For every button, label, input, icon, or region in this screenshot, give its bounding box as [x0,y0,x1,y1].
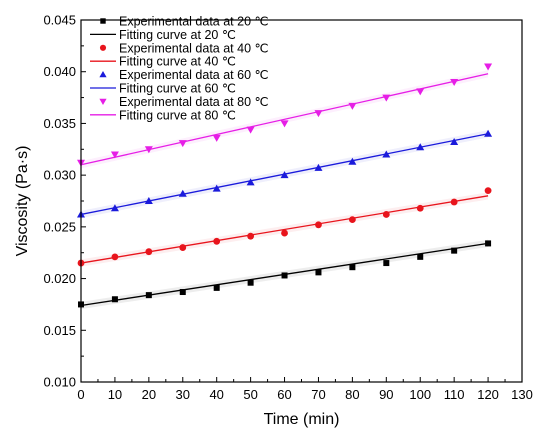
x-tick-label: 10 [108,387,122,402]
data-point [281,229,288,237]
data-point [382,211,390,218]
legend-entry: Experimental data at 20 ℃ [119,15,269,29]
legend-entry: Experimental data at 40 ℃ [119,41,269,55]
y-axis-title: Viscosity (Pa·s) [14,146,31,257]
x-tick-label: 130 [511,387,533,402]
data-point [281,272,288,279]
x-tick-label: 60 [277,387,291,402]
y-tick-label: 0.025 [43,219,76,234]
data-point [451,247,458,254]
x-tick-label: 30 [176,387,190,402]
legend-entry: Fitting curve at 40 ℃ [119,55,236,69]
data-point [110,151,119,159]
legend-marker [100,18,106,24]
data-point [382,150,391,158]
data-point [145,292,152,299]
data-point [416,88,425,96]
data-point [247,232,255,240]
x-tick-label: 70 [311,387,325,402]
data-point [484,187,492,195]
y-tick-label: 0.020 [43,271,76,286]
x-tick-label: 0 [77,387,84,402]
data-point [484,63,493,71]
legend-marker [99,44,107,51]
data-point [213,237,221,245]
legend-entry: Experimental data at 80 ℃ [119,95,269,109]
data-point [348,216,356,224]
data-point [382,94,391,102]
x-tick-label: 50 [243,387,257,402]
x-tick-label: 100 [409,387,431,402]
data-point [450,198,458,206]
x-axis-title: Time (min) [264,411,340,428]
y-tick-label: 0.030 [43,168,76,183]
data-point [314,163,323,171]
data-point [111,296,118,303]
data-point [280,171,289,179]
data-point [416,204,424,212]
data-point [315,269,322,276]
data-point [247,279,254,286]
data-point [178,189,187,197]
data-point [383,260,390,267]
data-point [450,79,459,87]
data-point [348,157,357,165]
data-point [144,146,153,154]
data-point [246,178,255,186]
data-point [178,140,187,148]
x-tick-label: 80 [345,387,359,402]
data-point [417,253,424,260]
data-point [179,289,186,296]
y-tick-label: 0.015 [43,323,76,338]
data-point [144,197,153,204]
data-point [348,102,357,110]
data-point [179,244,187,251]
data-point [484,129,493,137]
legend-entry: Fitting curve at 60 ℃ [119,82,236,96]
x-tick-label: 110 [444,387,465,402]
y-tick-label: 0.010 [43,375,76,390]
data-point [349,264,356,271]
data-point [314,110,323,118]
data-point [416,143,425,151]
x-axis-ticks: 0 10 20 30 40 50 60 70 80 90 100 110 120 130 [77,377,533,402]
legend-marker [99,71,107,78]
legend-entry: Fitting curve at 20 ℃ [119,28,236,42]
data-point [110,204,119,212]
data-point [450,138,459,146]
x-tick-label: 90 [379,387,393,402]
y-tick-label: 0.040 [43,64,76,79]
data-point [213,284,220,291]
data-point [315,221,322,229]
x-tick-label: 20 [142,387,156,402]
x-tick-label: 40 [209,387,223,402]
y-axis-ticks: 0.010 0.015 0.020 0.025 0.030 0.035 0.040 0.045 [43,13,86,390]
legend-entry: Fitting curve at 80 ℃ [119,108,236,122]
data-point [212,134,221,142]
data-point [246,126,255,134]
legend-marker [99,98,107,105]
x-tick-label: 120 [477,387,499,402]
data-point [280,120,289,128]
y-tick-label: 0.045 [43,13,76,28]
y-tick-label: 0.035 [43,116,76,131]
data-point [485,240,492,247]
legend-entry: Experimental data at 60 ℃ [119,68,269,82]
data-point [145,248,153,256]
data-point [212,184,221,192]
data-point [111,253,119,261]
